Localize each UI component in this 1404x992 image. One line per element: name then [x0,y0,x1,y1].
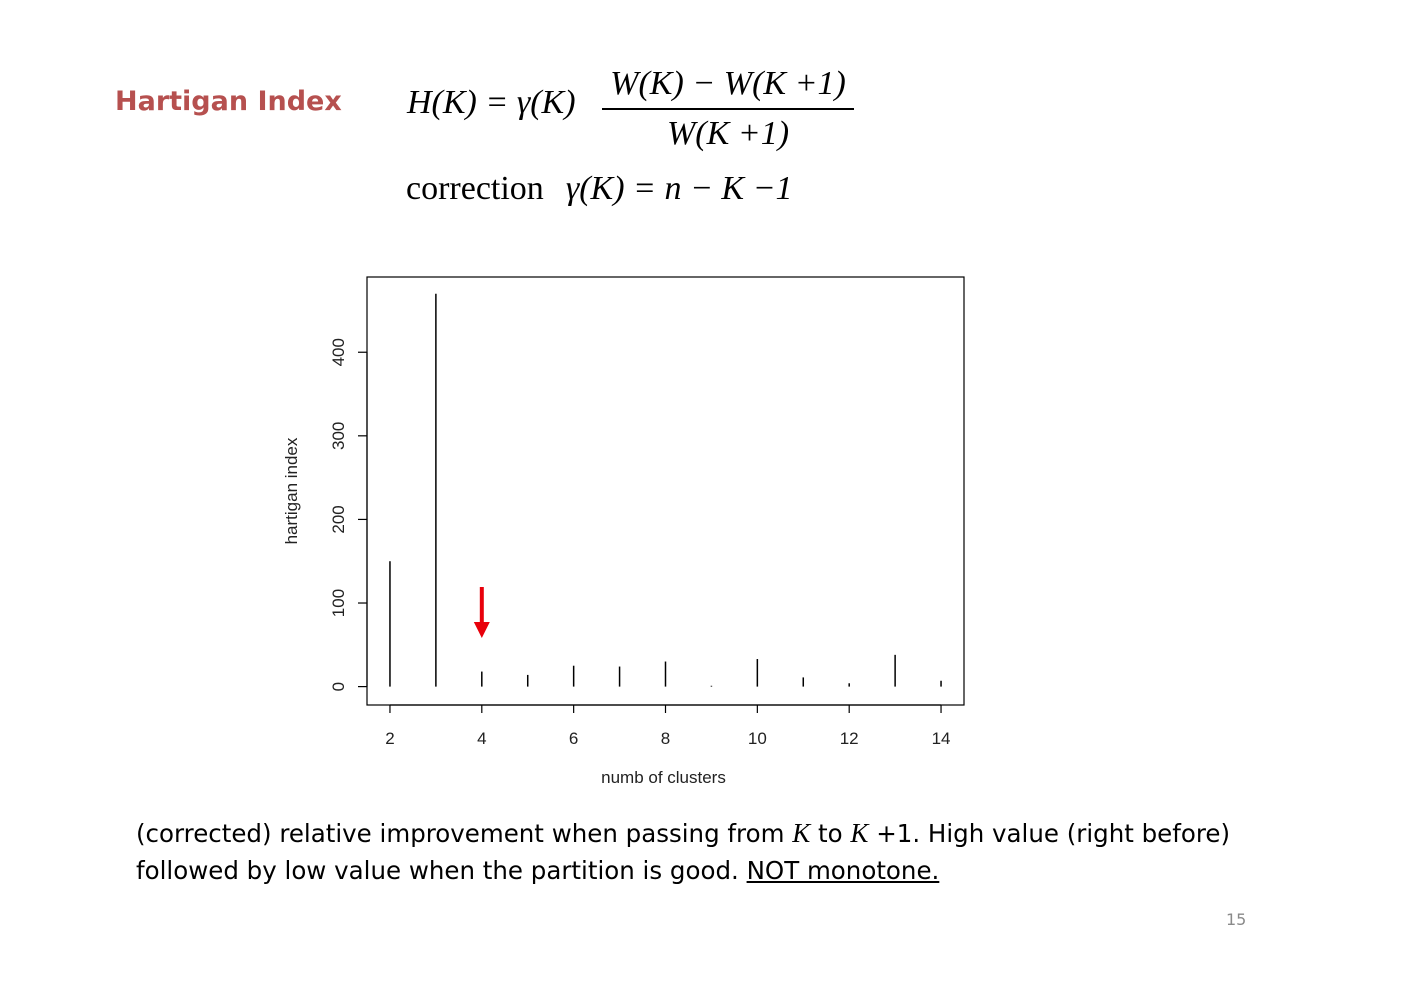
slide-title: Hartigan Index [115,86,342,117]
footnote-emphasis: NOT monotone. [746,856,940,885]
formula-fraction: W(K) − W(K +1) W(K +1) [602,62,854,154]
x-axis-label: numb of clusters [601,768,726,787]
x-tick-label: 6 [569,729,578,748]
x-tick-label: 2 [385,729,394,748]
x-tick-label: 8 [661,729,670,748]
page-number: 15 [1226,910,1247,929]
correction-expression: γ(K) = n − K −1 [565,170,793,207]
y-tick-label: 400 [329,338,348,366]
footnote: (corrected) relative improvement when pa… [136,818,1231,885]
y-tick-label: 0 [329,682,348,691]
footnote-k: K [850,818,869,848]
y-tick-label: 300 [329,422,348,450]
x-tick-label: 12 [840,729,859,748]
formula-denominator: W(K +1) [666,115,790,152]
arrow-head [473,622,490,638]
formula-lhs: H(K) = γ(K) [407,84,576,121]
y-tick-label: 200 [329,505,348,533]
correction-word: correction [406,170,544,207]
formula-correction: correction γ(K) = n − K −1 [406,170,793,208]
x-tick-label: 4 [477,729,486,748]
plot-frame [366,276,965,706]
y-axis-label: hartigan index [282,437,301,544]
formula-numerator: W(K) − W(K +1) [610,65,846,102]
y-tick-label: 100 [329,589,348,617]
fraction-bar [602,108,854,110]
x-tick-label: 10 [748,729,767,748]
x-tick-label: 14 [932,729,951,748]
footnote-k: K [792,818,811,848]
